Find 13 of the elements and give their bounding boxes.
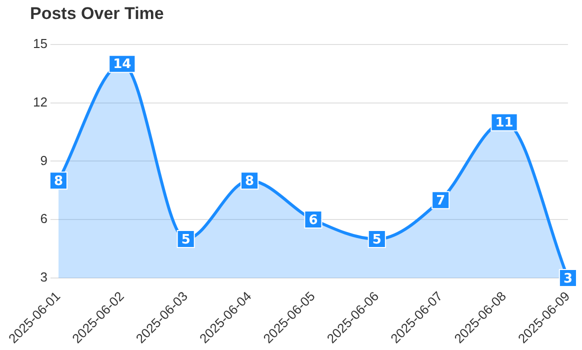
chart-title: Posts Over Time [30, 4, 164, 23]
data-label: 3 [563, 271, 572, 286]
y-tick-label: 6 [40, 211, 48, 226]
data-label: 5 [181, 232, 190, 248]
data-label: 7 [436, 193, 446, 208]
y-tick-label: 15 [32, 36, 48, 51]
y-tick-label: 9 [40, 152, 48, 168]
data-label: 8 [245, 174, 254, 190]
data-label: 6 [308, 212, 318, 228]
data-label: 8 [54, 174, 63, 190]
y-tick-label: 3 [40, 270, 48, 285]
data-label: 5 [372, 232, 382, 248]
y-tick-label: 12 [32, 94, 48, 110]
